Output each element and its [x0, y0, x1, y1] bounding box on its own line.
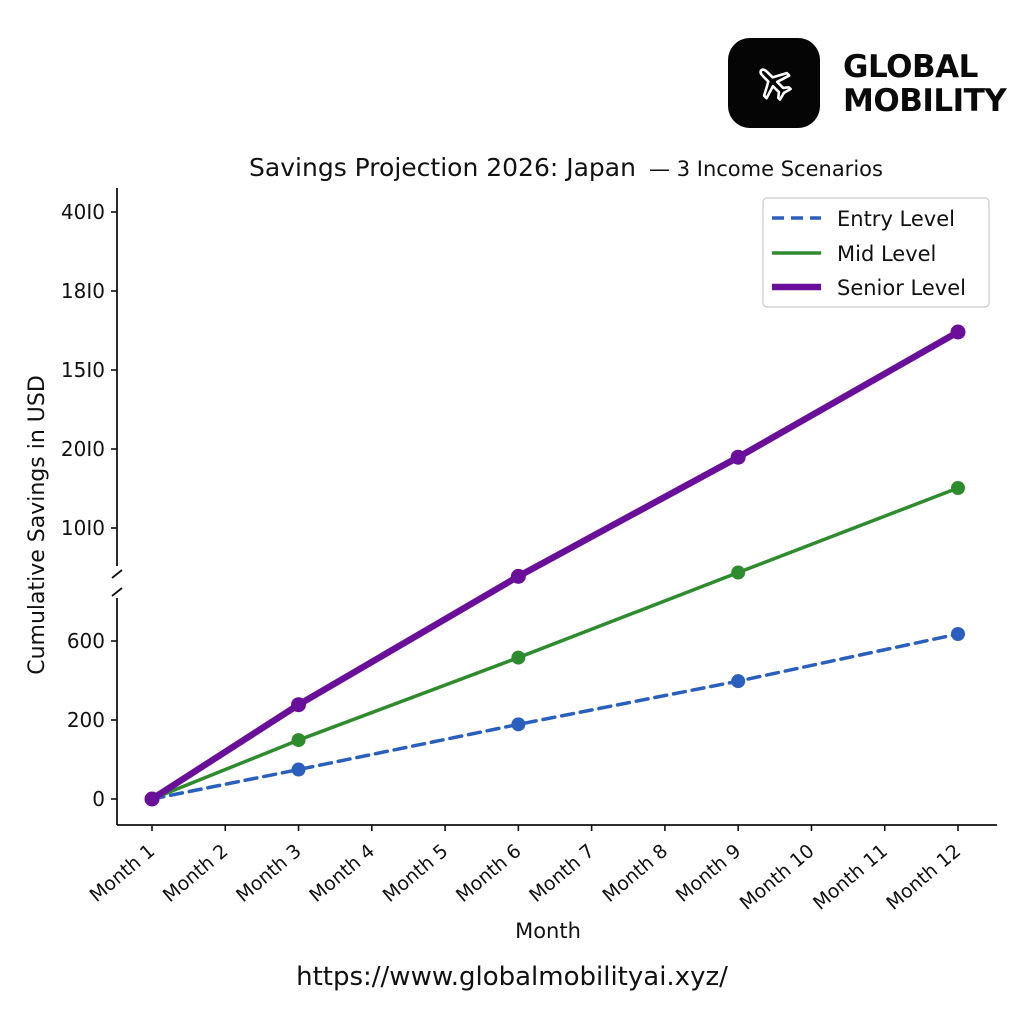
- data-point: [291, 697, 307, 713]
- data-point: [730, 449, 746, 465]
- legend: Entry Level Mid Level Senior Level: [762, 197, 990, 308]
- chart-title: Savings Projection 2026: Japan — 3 Incom…: [249, 153, 883, 182]
- brand-logo-badge: [728, 38, 820, 128]
- series-line-entry-level: [150, 632, 960, 801]
- data-point: [144, 791, 160, 807]
- legend-label: Senior Level: [837, 276, 966, 300]
- brand-name-line2: MOBILITY: [843, 83, 1007, 119]
- data-point: [291, 733, 306, 748]
- data-point: [950, 324, 966, 340]
- x-tick-label: Month 8: [598, 840, 672, 907]
- x-tick-label: Month 11: [809, 840, 892, 915]
- airplane-icon: [759, 68, 792, 101]
- y-axis-label: Cumulative Savings in USD: [25, 375, 50, 675]
- x-tick-label: Month 4: [305, 840, 379, 907]
- data-point: [731, 674, 746, 689]
- legend-label: Entry Level: [837, 207, 955, 231]
- chart-title-sub: — 3 Income Scenarios: [649, 157, 883, 181]
- y-tick-label: 40I0: [61, 200, 105, 224]
- series-line-mid-level: [150, 486, 960, 801]
- data-point: [731, 565, 746, 580]
- x-tick-label: Month 9: [672, 840, 746, 907]
- data-point: [511, 717, 526, 732]
- x-tick-label: Month 1: [86, 840, 160, 907]
- x-tick-label: Month 7: [525, 840, 599, 907]
- footer-url[interactable]: https://www.globalmobilityai.xyz/: [296, 962, 728, 992]
- y-tick-label: 20I0: [61, 437, 105, 461]
- x-axis-ticks: Month 1 Month 2 Month 3 Month 4 Month 5 Month…: [86, 825, 965, 915]
- y-tick-label: 10I0: [61, 516, 105, 540]
- data-point: [291, 762, 306, 777]
- data-point: [511, 650, 526, 665]
- x-tick-label: Month 6: [452, 840, 526, 907]
- y-tick-label: 15I0: [61, 358, 105, 382]
- y-tick-label: 600: [67, 629, 105, 653]
- chart-series: [144, 324, 966, 807]
- brand-name: GLOBAL MOBILITY: [843, 49, 1007, 119]
- legend-frame: [762, 197, 990, 308]
- legend-label: Mid Level: [837, 242, 936, 266]
- x-axis-label: Month: [515, 919, 581, 943]
- y-tick-label: 0: [92, 787, 105, 811]
- data-point: [951, 481, 965, 495]
- chart-title-main: Savings Projection 2026: Japan: [249, 153, 636, 182]
- data-point: [510, 568, 526, 584]
- series-line-senior-level: [148, 328, 962, 803]
- axis-break-mark: [111, 587, 123, 597]
- x-tick-label: Month 3: [232, 840, 306, 907]
- y-tick-label: 18I0: [61, 279, 105, 303]
- chart-axes: [111, 188, 997, 826]
- brand-name-line1: GLOBAL: [843, 49, 978, 85]
- x-tick-label: Month 2: [159, 840, 233, 907]
- y-axis-ticks: 0 200 600 10I0 20I0 15I0 18I0 40I0: [61, 200, 117, 811]
- x-tick-label: Month 10: [736, 840, 819, 915]
- data-point: [951, 627, 965, 641]
- savings-line-chart: Savings Projection 2026: Japan — 3 Incom…: [25, 153, 997, 943]
- axis-break-mark: [111, 569, 123, 579]
- x-tick-label: Month 12: [882, 840, 965, 915]
- x-tick-label: Month 5: [379, 840, 453, 907]
- y-tick-label: 200: [67, 708, 105, 732]
